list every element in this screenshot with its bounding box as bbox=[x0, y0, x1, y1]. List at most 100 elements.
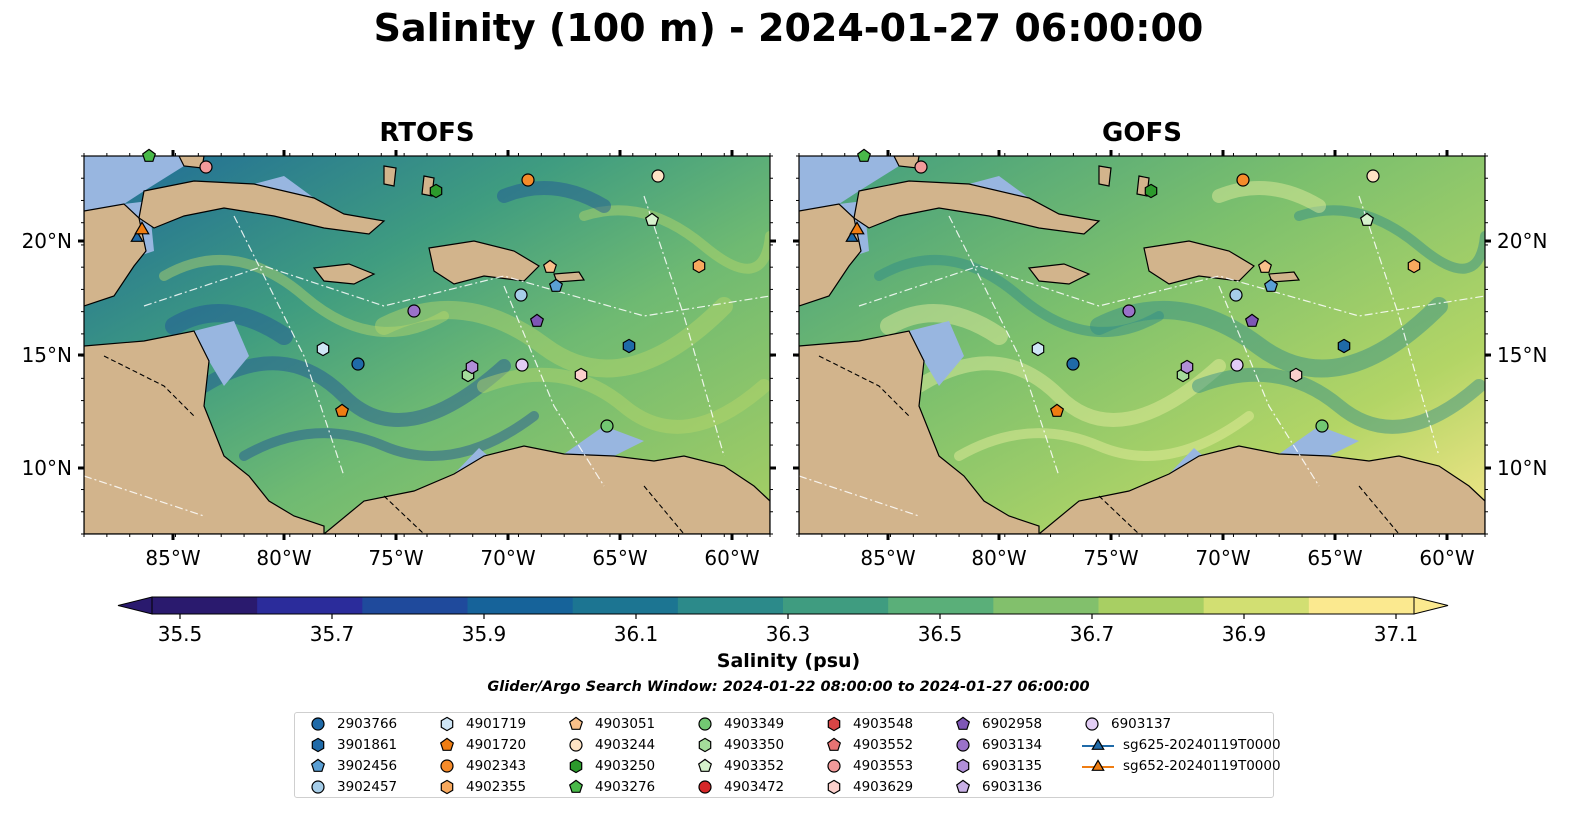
legend-item: 6903136 bbox=[952, 779, 1042, 795]
float-marker-3902457 bbox=[1229, 288, 1243, 302]
legend-label: 4903553 bbox=[853, 758, 914, 774]
glider-marker-sg652 bbox=[849, 221, 865, 235]
legend-label: 4903350 bbox=[724, 737, 785, 753]
legend-item: 4903250 bbox=[565, 758, 655, 774]
float-marker-4903629 bbox=[1289, 367, 1303, 383]
legend-marker-icon bbox=[440, 779, 454, 795]
float-marker-6903135 bbox=[1180, 359, 1194, 375]
float-marker-4903051 bbox=[1257, 259, 1273, 273]
colorbar-tick-label: 35.5 bbox=[158, 622, 203, 646]
legend-item: 4903548 bbox=[823, 716, 913, 732]
legend-item: 4903352 bbox=[694, 758, 784, 774]
glider-marker-sg652 bbox=[134, 221, 150, 235]
legend-marker-icon bbox=[826, 737, 842, 751]
legend-marker-icon bbox=[311, 737, 325, 753]
float-marker-6902958 bbox=[529, 313, 545, 327]
lat-tick-label: 20°N bbox=[1497, 229, 1547, 253]
float-marker-4901719 bbox=[316, 341, 330, 357]
legend-label: 3901861 bbox=[337, 737, 398, 753]
lon-tick-label: 65°W bbox=[592, 546, 647, 570]
float-marker-4903553 bbox=[199, 160, 213, 174]
colorbar-label: Salinity (psu) bbox=[716, 650, 861, 672]
legend-marker-icon bbox=[568, 779, 584, 793]
legend-label: 4903349 bbox=[724, 716, 785, 732]
float-marker-4903352 bbox=[1359, 212, 1375, 226]
float-marker-3901861 bbox=[1337, 338, 1351, 354]
legend-marker-icon bbox=[827, 779, 841, 795]
legend-marker-icon bbox=[311, 780, 325, 794]
legend-item: 4901719 bbox=[436, 716, 526, 732]
legend-marker-icon bbox=[955, 716, 971, 730]
colorbar-segment bbox=[572, 597, 679, 614]
legend-label: 3902457 bbox=[337, 779, 398, 795]
legend-label: 4903051 bbox=[595, 716, 656, 732]
legend-item: 4903552 bbox=[823, 737, 913, 753]
legend-marker-icon bbox=[1082, 738, 1114, 750]
float-marker-6903137 bbox=[1230, 358, 1244, 372]
colorbar-segment bbox=[257, 597, 363, 614]
legend-label: 6903135 bbox=[982, 758, 1043, 774]
float-marker-4902355 bbox=[692, 258, 706, 274]
legend-item: 3901861 bbox=[307, 737, 397, 753]
lat-tick-label: 10°N bbox=[22, 456, 72, 480]
map-panel-rtofs bbox=[84, 156, 770, 534]
lat-tick-label: 20°N bbox=[22, 229, 72, 253]
legend-item: sg625-20240119T0000 bbox=[1081, 737, 1281, 753]
figure-title: Salinity (100 m) - 2024-01-27 06:00:00 bbox=[373, 6, 1204, 50]
float-marker-6902958 bbox=[1244, 313, 1260, 327]
colorbar-segment bbox=[1098, 597, 1205, 614]
search-window-note: Glider/Argo Search Window: 2024-01-22 08… bbox=[487, 679, 1090, 695]
lon-tick-label: 60°W bbox=[704, 546, 759, 570]
legend-marker-icon bbox=[955, 779, 971, 793]
float-marker-4903553 bbox=[914, 160, 928, 174]
legend-label: 4903472 bbox=[724, 779, 785, 795]
float-marker-4903352 bbox=[644, 212, 660, 226]
lon-tick-label: 70°W bbox=[480, 546, 535, 570]
legend-label: 4903552 bbox=[853, 737, 914, 753]
legend-label: 4902355 bbox=[466, 779, 527, 795]
float-marker-4903629 bbox=[574, 367, 588, 383]
glider-marker-sg625 bbox=[130, 230, 144, 242]
legend-item: 4903276 bbox=[565, 779, 655, 795]
float-marker-3901861 bbox=[622, 338, 636, 354]
lat-tick-label: 15°N bbox=[22, 343, 72, 367]
float-marker-3902456 bbox=[1263, 278, 1279, 292]
float-marker-4903244 bbox=[1366, 169, 1380, 183]
legend-marker-icon bbox=[698, 737, 712, 753]
legend-label: 2903766 bbox=[337, 716, 398, 732]
float-marker-4903051 bbox=[542, 259, 558, 273]
legend-label: 3902456 bbox=[337, 758, 398, 774]
legend-marker-icon bbox=[568, 716, 584, 730]
colorbar-tick-label: 37.1 bbox=[1374, 622, 1419, 646]
colorbar-tick-label: 36.1 bbox=[614, 622, 659, 646]
colorbar-tick-label: 36.9 bbox=[1222, 622, 1267, 646]
colorbar-segment bbox=[1308, 597, 1415, 614]
colorbar-segment bbox=[677, 597, 784, 614]
lon-tick-label: 70°W bbox=[1195, 546, 1250, 570]
colorbar-segment bbox=[993, 597, 1099, 614]
legend-item: 4903629 bbox=[823, 779, 913, 795]
legend-item: 6903137 bbox=[1081, 716, 1171, 732]
colorbar-segment bbox=[1203, 597, 1310, 614]
float-marker-6903134 bbox=[407, 304, 421, 318]
lon-tick-label: 75°W bbox=[1083, 546, 1138, 570]
float-marker-2903766 bbox=[351, 357, 365, 371]
legend-item: 4903051 bbox=[565, 716, 655, 732]
legend-label: 4901719 bbox=[466, 716, 527, 732]
float-marker-4901719 bbox=[1031, 341, 1045, 357]
float-marker-4903349 bbox=[1315, 419, 1329, 433]
float-marker-4902343 bbox=[1236, 173, 1250, 187]
legend-label: 4903250 bbox=[595, 758, 656, 774]
float-marker-4903349 bbox=[600, 419, 614, 433]
legend-label: 4901720 bbox=[466, 737, 527, 753]
legend-marker-icon bbox=[569, 738, 583, 752]
legend-item: 4903350 bbox=[694, 737, 784, 753]
legend-marker-icon bbox=[698, 780, 712, 794]
colorbar-segment bbox=[783, 597, 889, 614]
float-marker-6903137 bbox=[515, 358, 529, 372]
colorbar-segment bbox=[467, 597, 574, 614]
lon-tick-label: 80°W bbox=[971, 546, 1026, 570]
lat-tick-label: 15°N bbox=[1497, 343, 1547, 367]
float-marker-6903134 bbox=[1122, 304, 1136, 318]
